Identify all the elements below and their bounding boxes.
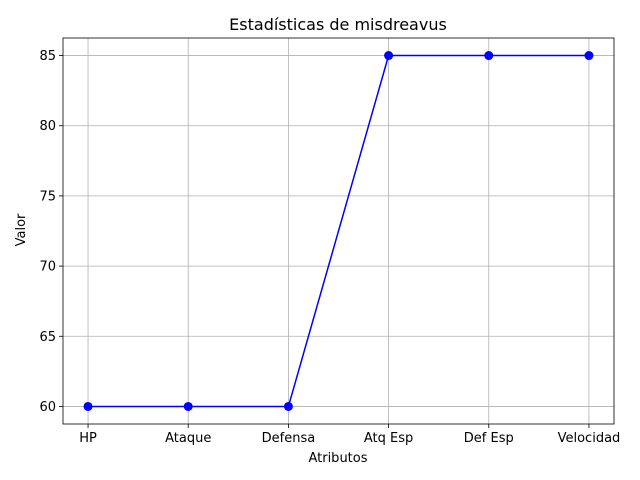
series-layer [83, 51, 594, 411]
data-point [183, 401, 193, 411]
data-point [584, 51, 594, 61]
data-point [484, 51, 494, 61]
y-tick-label: 80 [39, 119, 56, 134]
axes: HP Ataque Defensa Atq Esp Def Esp Velocidad 60… [39, 37, 621, 446]
series-line [88, 54, 589, 408]
plot-frame [62, 37, 615, 425]
x-tick-label: Def Esp [464, 431, 514, 446]
chart-title: Estadísticas de misdreavus [229, 15, 447, 34]
x-tick-label: HP [79, 431, 97, 446]
data-point [83, 401, 93, 411]
x-axis-label: Atributos [308, 451, 367, 466]
y-tick-label: 65 [39, 330, 56, 345]
x-tick-label: Velocidad [558, 431, 621, 446]
x-tick-label: Defensa [262, 431, 316, 446]
y-tick-label: 60 [39, 400, 56, 415]
y-tick-label: 85 [39, 49, 56, 64]
y-axis-label: Valor [14, 213, 29, 246]
x-tick-label: Ataque [165, 431, 211, 446]
data-point [283, 401, 293, 411]
y-tick-label: 75 [39, 189, 56, 204]
y-tick-label: 70 [39, 260, 56, 275]
data-point [384, 51, 394, 61]
x-tick-label: Atq Esp [364, 431, 413, 446]
